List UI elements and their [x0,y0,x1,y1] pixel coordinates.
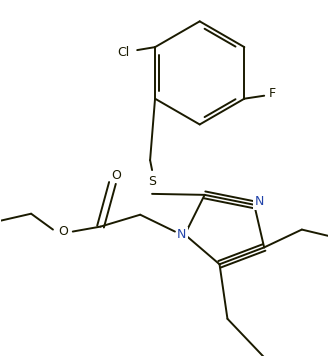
Text: F: F [268,87,276,100]
Text: O: O [112,169,121,182]
Text: N: N [177,228,187,241]
Text: N: N [255,195,264,208]
Text: O: O [58,225,68,238]
Text: Cl: Cl [117,45,129,59]
Text: S: S [148,175,156,188]
